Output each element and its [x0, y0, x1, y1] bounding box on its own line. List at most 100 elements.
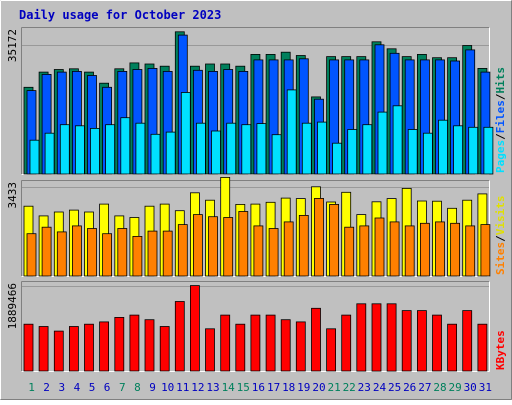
panel-bottom-legend: KBytes — [494, 330, 507, 370]
panel-middle-legend: Sites/Visits — [494, 196, 507, 276]
panel-top-pages-bar-20 — [317, 121, 327, 175]
panel-bottom-kbytes-bar-24 — [371, 303, 382, 372]
x-tick-label-2: 2 — [43, 381, 50, 394]
panel-top-pages-bar-9 — [150, 133, 161, 175]
panel-bottom-kbytes-bar-30 — [462, 310, 473, 372]
panel-middle-sites-bar-4 — [72, 225, 82, 277]
panel-middle-sites-bar-10 — [162, 230, 173, 277]
x-tick-label-5: 5 — [89, 381, 96, 394]
panel-bottom-kbytes-bar-11 — [174, 301, 185, 372]
panel-top-pages-bar-19 — [301, 122, 312, 175]
panel-top-pages-bar-24 — [377, 111, 388, 175]
panel-top-pages-bar-21 — [332, 142, 343, 175]
panel-bottom-kbytes-bar-20 — [311, 307, 321, 372]
panel-top-pages-bar-14 — [226, 122, 237, 175]
x-tick-label-3: 3 — [58, 381, 65, 394]
panel-bottom-kbytes-bar-14 — [220, 314, 231, 372]
panel-bottom-kbytes-bar-4 — [69, 326, 79, 372]
panel-middle-sites-bar-30 — [465, 225, 476, 277]
panel-middle-legend-item-1: / — [494, 235, 507, 242]
panel-top-pages-bar-7 — [120, 117, 131, 175]
panel-middle-sites-bar-26 — [404, 225, 415, 277]
panel-top-y-tick-label: 35172 — [6, 29, 19, 62]
panel-bottom-kbytes-bar-10 — [159, 326, 170, 372]
chart-title: Daily usage for October 2023 — [19, 8, 221, 22]
panel-middle-sites-bar-7 — [117, 228, 128, 277]
panel-bottom-kbytes-bar-12 — [189, 285, 200, 372]
panel-top-pages-bar-4 — [75, 125, 85, 175]
panel-middle-sites-bar-23 — [359, 225, 370, 277]
panel-top-legend-item-3: / — [494, 93, 507, 100]
panel-bottom-kbytes-bar-28 — [432, 314, 442, 372]
x-tick-label-30: 30 — [464, 381, 477, 394]
panel-top-pages-bar-30 — [468, 126, 479, 175]
x-tick-label-26: 26 — [403, 381, 416, 394]
panel-bottom-kbytes-bar-31 — [477, 323, 488, 372]
panel-bottom-kbytes-bar-16 — [250, 314, 261, 372]
panel-top-pages-bar-22 — [347, 129, 358, 175]
panel-middle-sites-bar-28 — [435, 221, 445, 277]
x-tick-label-4: 4 — [74, 381, 81, 394]
panel-middle-sites-bar-29 — [450, 222, 461, 277]
panel-middle-sites-bar-20 — [314, 197, 324, 277]
x-tick-label-9: 9 — [149, 381, 156, 394]
panel-middle-sites-bar-22 — [344, 226, 355, 277]
panel-top-pages-bar-2 — [44, 132, 55, 175]
x-tick-label-31: 31 — [479, 381, 492, 394]
panel-bottom-kbytes-bar-27 — [416, 310, 427, 372]
x-tick-label-27: 27 — [418, 381, 431, 394]
panel-middle-legend-item-0: Sites — [494, 242, 507, 275]
panel-middle-sites-bar-25 — [389, 221, 400, 277]
panel-bottom-kbytes-bar-2 — [38, 326, 49, 372]
x-tick-label-16: 16 — [252, 381, 265, 394]
panel-middle-sites-bar-3 — [56, 231, 67, 277]
panel-bottom-kbytes-bar-21 — [326, 328, 337, 372]
panel-middle-sites-bar-16 — [253, 225, 264, 277]
panel-middle-y-tick-label: 3433 — [6, 182, 19, 209]
panel-bottom-kbytes-bar-23 — [356, 303, 367, 372]
panel-bottom-kbytes-bar-5 — [84, 323, 94, 372]
panel-bottom-kbytes-bar-3 — [53, 330, 64, 372]
panel-middle-sites-bar-12 — [192, 214, 203, 277]
panel-top-pages-bar-18 — [286, 89, 297, 175]
panel-bottom-kbytes-bar-18 — [280, 319, 291, 372]
panel-middle-sites-bar-18 — [283, 221, 294, 277]
x-tick-label-19: 19 — [297, 381, 310, 394]
panel-top-legend: Pages/Files/Hits — [494, 67, 507, 173]
panel-bottom-kbytes-bar-29 — [447, 323, 458, 372]
panel-bottom-legend-item-0: KBytes — [494, 330, 507, 370]
x-tick-label-12: 12 — [191, 381, 204, 394]
panel-top-pages-bar-31 — [483, 126, 494, 175]
panel-top-pages-bar-27 — [422, 132, 433, 175]
x-tick-label-20: 20 — [312, 381, 325, 394]
panel-bottom-kbytes-bar-26 — [401, 310, 412, 372]
panel-bottom-kbytes-bar-6 — [99, 321, 109, 372]
panel-top-pages-bar-12 — [195, 122, 206, 175]
panel-top-pages-bar-26 — [407, 129, 418, 175]
panel-top-pages-bar-10 — [165, 131, 176, 175]
chart-layer: 35172Pages/Files/Hits3433Sites/Visits188… — [6, 27, 507, 394]
panel-top-pages-bar-29 — [453, 125, 464, 175]
x-tick-label-6: 6 — [104, 381, 111, 394]
panel-middle-sites-bar-31 — [480, 224, 491, 277]
panel-middle-sites-bar-5 — [87, 228, 97, 277]
x-tick-label-29: 29 — [448, 381, 461, 394]
panel-top-pages-bar-8 — [135, 122, 146, 175]
x-tick-label-23: 23 — [358, 381, 371, 394]
panel-top-pages-bar-3 — [59, 124, 70, 175]
panel-middle-sites-bar-21 — [329, 203, 340, 277]
panel-middle-legend-item-2: Visits — [494, 196, 507, 236]
x-tick-label-11: 11 — [176, 381, 189, 394]
panel-middle-sites-bar-6 — [102, 233, 112, 277]
panel-bottom-kbytes-bar-1 — [23, 323, 34, 372]
x-tick-label-28: 28 — [433, 381, 446, 394]
x-tick-label-21: 21 — [327, 381, 340, 394]
panel-bottom-kbytes-bar-8 — [129, 314, 140, 372]
panel-top-pages-bar-6 — [105, 124, 115, 175]
panel-top-legend-item-2: Files — [494, 100, 507, 133]
x-tick-label-25: 25 — [388, 381, 401, 394]
panel-top-legend-item-4: Hits — [494, 67, 507, 94]
panel-bottom-kbytes-bar-25 — [386, 303, 397, 372]
panel-middle-sites-bar-2 — [41, 226, 52, 277]
